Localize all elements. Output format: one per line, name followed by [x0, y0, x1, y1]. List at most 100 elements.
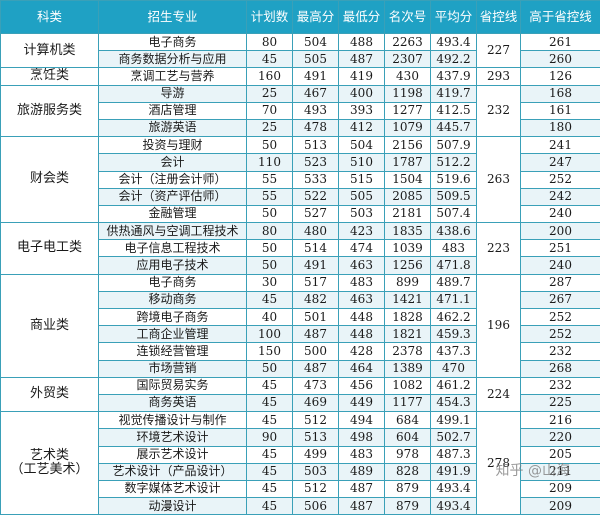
- rank-cell: 2378: [385, 343, 431, 360]
- above-control-cell: 126: [521, 68, 600, 85]
- plan-cell: 70: [247, 102, 293, 119]
- rank-cell: 1828: [385, 309, 431, 326]
- major-cell: 市场营销: [99, 360, 247, 377]
- plan-cell: 45: [247, 463, 293, 480]
- plan-cell: 150: [247, 343, 293, 360]
- max-score-cell: 505: [293, 51, 339, 68]
- max-score-cell: 482: [293, 291, 339, 308]
- plan-cell: 25: [247, 85, 293, 102]
- avg-score-cell: 491.9: [431, 463, 477, 480]
- avg-score-cell: 493.4: [431, 498, 477, 515]
- header-plan: 计划数: [247, 1, 293, 34]
- plan-cell: 45: [247, 291, 293, 308]
- above-control-cell: 252: [521, 326, 600, 343]
- min-score-cell: 423: [339, 223, 385, 240]
- avg-score-cell: 437.3: [431, 343, 477, 360]
- above-control-cell: 209: [521, 498, 600, 515]
- above-control-cell: 200: [521, 223, 600, 240]
- avg-score-cell: 487.3: [431, 446, 477, 463]
- header-min-score: 最低分: [339, 1, 385, 34]
- rank-cell: 1177: [385, 394, 431, 411]
- major-cell: 会计: [99, 154, 247, 171]
- major-cell: 电子商务: [99, 34, 247, 51]
- above-control-cell: 251: [521, 240, 600, 257]
- min-score-cell: 483: [339, 274, 385, 291]
- above-control-cell: 216: [521, 412, 600, 429]
- max-score-cell: 512: [293, 480, 339, 497]
- major-cell: 烹调工艺与营养: [99, 68, 247, 85]
- min-score-cell: 487: [339, 480, 385, 497]
- max-score-cell: 487: [293, 326, 339, 343]
- avg-score-cell: 502.7: [431, 429, 477, 446]
- above-control-cell: 241: [521, 137, 600, 154]
- rank-cell: 1821: [385, 326, 431, 343]
- category-cell: 电子电工类: [1, 223, 99, 275]
- max-score-cell: 499: [293, 446, 339, 463]
- major-cell: 动漫设计: [99, 498, 247, 515]
- control-line-cell: 224: [477, 377, 521, 411]
- major-cell: 供热通风与空调工程技术: [99, 223, 247, 240]
- max-score-cell: 523: [293, 154, 339, 171]
- rank-cell: 684: [385, 412, 431, 429]
- min-score-cell: 428: [339, 343, 385, 360]
- plan-cell: 45: [247, 377, 293, 394]
- max-score-cell: 512: [293, 412, 339, 429]
- avg-score-cell: 512.2: [431, 154, 477, 171]
- max-score-cell: 522: [293, 188, 339, 205]
- min-score-cell: 483: [339, 446, 385, 463]
- max-score-cell: 473: [293, 377, 339, 394]
- above-control-cell: 267: [521, 291, 600, 308]
- above-control-cell: 252: [521, 171, 600, 188]
- rank-cell: 1256: [385, 257, 431, 274]
- avg-score-cell: 507.9: [431, 137, 477, 154]
- major-cell: 跨境电子商务: [99, 309, 247, 326]
- min-score-cell: 463: [339, 257, 385, 274]
- above-control-cell: 209: [521, 480, 600, 497]
- plan-cell: 45: [247, 446, 293, 463]
- major-cell: 艺术设计（产品设计）: [99, 463, 247, 480]
- plan-cell: 25: [247, 119, 293, 136]
- above-control-cell: 232: [521, 343, 600, 360]
- plan-cell: 45: [247, 498, 293, 515]
- above-control-cell: 260: [521, 51, 600, 68]
- major-cell: 投资与理财: [99, 137, 247, 154]
- header-rank: 名次号: [385, 1, 431, 34]
- min-score-cell: 488: [339, 34, 385, 51]
- above-control-cell: 247: [521, 154, 600, 171]
- min-score-cell: 515: [339, 171, 385, 188]
- max-score-cell: 467: [293, 85, 339, 102]
- max-score-cell: 491: [293, 68, 339, 85]
- header-above-control: 高于省控线: [521, 1, 600, 34]
- major-cell: 电子商务: [99, 274, 247, 291]
- max-score-cell: 480: [293, 223, 339, 240]
- min-score-cell: 505: [339, 188, 385, 205]
- avg-score-cell: 438.6: [431, 223, 477, 240]
- max-score-cell: 513: [293, 429, 339, 446]
- avg-score-cell: 471.8: [431, 257, 477, 274]
- min-score-cell: 400: [339, 85, 385, 102]
- min-score-cell: 503: [339, 205, 385, 222]
- control-line-cell: 293: [477, 68, 521, 85]
- major-cell: 导游: [99, 85, 247, 102]
- max-score-cell: 504: [293, 34, 339, 51]
- min-score-cell: 487: [339, 498, 385, 515]
- rank-cell: 899: [385, 274, 431, 291]
- major-cell: 数字媒体艺术设计: [99, 480, 247, 497]
- avg-score-cell: 519.6: [431, 171, 477, 188]
- major-cell: 视觉传播设计与制作: [99, 412, 247, 429]
- rank-cell: 2156: [385, 137, 431, 154]
- max-score-cell: 487: [293, 360, 339, 377]
- max-score-cell: 533: [293, 171, 339, 188]
- control-line-cell: 223: [477, 223, 521, 275]
- max-score-cell: 513: [293, 137, 339, 154]
- min-score-cell: 494: [339, 412, 385, 429]
- min-score-cell: 504: [339, 137, 385, 154]
- above-control-cell: 180: [521, 119, 600, 136]
- above-control-cell: 242: [521, 188, 600, 205]
- plan-cell: 160: [247, 68, 293, 85]
